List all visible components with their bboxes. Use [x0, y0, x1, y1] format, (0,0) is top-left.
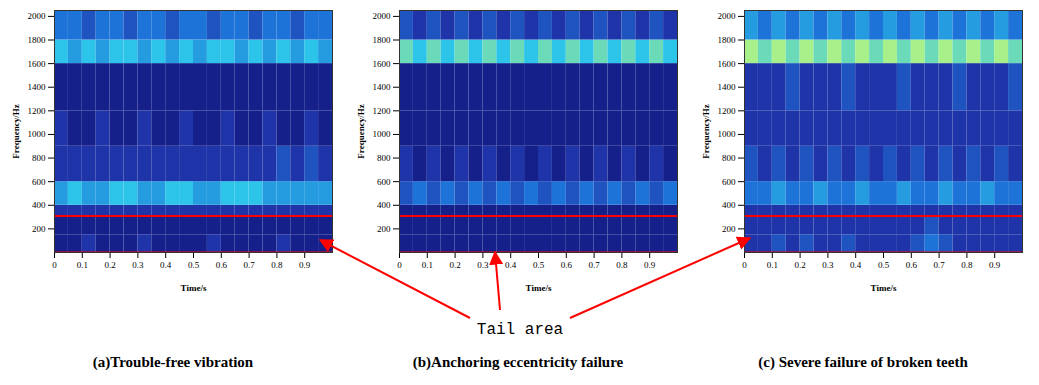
svg-text:0.1: 0.1 — [767, 260, 778, 270]
svg-text:0.2: 0.2 — [449, 260, 460, 270]
svg-text:0.3: 0.3 — [477, 260, 489, 270]
svg-text:200: 200 — [377, 224, 391, 234]
svg-text:1800: 1800 — [28, 35, 47, 45]
svg-text:0.5: 0.5 — [533, 260, 545, 270]
svg-text:1600: 1600 — [28, 59, 47, 69]
svg-text:0.2: 0.2 — [104, 260, 115, 270]
svg-text:800: 800 — [377, 153, 391, 163]
svg-text:0.4: 0.4 — [160, 260, 172, 270]
svg-text:0.2: 0.2 — [794, 260, 805, 270]
svg-text:0.9: 0.9 — [299, 260, 311, 270]
svg-text:Time/s: Time/s — [181, 283, 207, 293]
svg-text:400: 400 — [377, 200, 391, 210]
svg-text:200: 200 — [722, 224, 736, 234]
svg-text:1400: 1400 — [28, 82, 47, 92]
svg-text:800: 800 — [32, 153, 46, 163]
svg-text:Frequency/Hz: Frequency/Hz — [356, 104, 366, 158]
svg-text:0.4: 0.4 — [850, 260, 862, 270]
svg-text:0.9: 0.9 — [989, 260, 1001, 270]
svg-text:Tail area: Tail area — [477, 321, 564, 339]
svg-text:1000: 1000 — [718, 129, 737, 139]
svg-text:Time/s: Time/s — [871, 283, 897, 293]
svg-text:200: 200 — [32, 224, 46, 234]
svg-text:0.1: 0.1 — [422, 260, 433, 270]
svg-text:0.7: 0.7 — [933, 260, 945, 270]
svg-text:2000: 2000 — [718, 11, 737, 21]
svg-text:600: 600 — [32, 177, 46, 187]
svg-text:0.3: 0.3 — [132, 260, 144, 270]
svg-text:0.8: 0.8 — [271, 260, 283, 270]
svg-text:1000: 1000 — [28, 129, 47, 139]
svg-text:2000: 2000 — [28, 11, 47, 21]
html-text:(b)Anchoring eccentricity fail: (b)Anchoring eccentricity failure — [412, 354, 624, 370]
svg-text:1400: 1400 — [373, 82, 392, 92]
svg-text:0: 0 — [742, 260, 747, 270]
svg-text:0: 0 — [52, 260, 57, 270]
svg-text:0.6: 0.6 — [561, 260, 573, 270]
svg-text:0.8: 0.8 — [961, 260, 973, 270]
svg-text:0.9: 0.9 — [644, 260, 656, 270]
svg-text:Time/s: Time/s — [526, 283, 552, 293]
svg-text:1200: 1200 — [718, 106, 737, 116]
html-text:(c) Severe failure of broken t: (c) Severe failure of broken teeth — [758, 354, 968, 370]
svg-text:0.7: 0.7 — [588, 260, 600, 270]
svg-text:0.5: 0.5 — [878, 260, 890, 270]
svg-text:0.6: 0.6 — [906, 260, 918, 270]
svg-text:1200: 1200 — [373, 106, 392, 116]
svg-text:0.4: 0.4 — [505, 260, 517, 270]
svg-text:0.3: 0.3 — [822, 260, 834, 270]
svg-text:0: 0 — [397, 260, 402, 270]
svg-text:1200: 1200 — [28, 106, 47, 116]
svg-text:2000: 2000 — [373, 11, 392, 21]
svg-text:1600: 1600 — [718, 59, 737, 69]
svg-text:1000: 1000 — [373, 129, 392, 139]
svg-text:1800: 1800 — [373, 35, 392, 45]
svg-text:400: 400 — [722, 200, 736, 210]
html-text:(a)Trouble-free vibration: (a)Trouble-free vibration — [92, 354, 254, 370]
svg-text:0.7: 0.7 — [243, 260, 255, 270]
svg-text:0.1: 0.1 — [77, 260, 88, 270]
svg-text:Frequency/Hz: Frequency/Hz — [11, 104, 21, 158]
svg-text:800: 800 — [722, 153, 736, 163]
svg-text:1600: 1600 — [373, 59, 392, 69]
svg-text:1400: 1400 — [718, 82, 737, 92]
svg-text:Frequency/Hz: Frequency/Hz — [701, 104, 711, 158]
svg-text:0.5: 0.5 — [188, 260, 200, 270]
svg-text:0.6: 0.6 — [216, 260, 228, 270]
svg-text:1800: 1800 — [718, 35, 737, 45]
svg-text:600: 600 — [722, 177, 736, 187]
svg-text:0.8: 0.8 — [616, 260, 628, 270]
svg-text:400: 400 — [32, 200, 46, 210]
svg-text:600: 600 — [377, 177, 391, 187]
